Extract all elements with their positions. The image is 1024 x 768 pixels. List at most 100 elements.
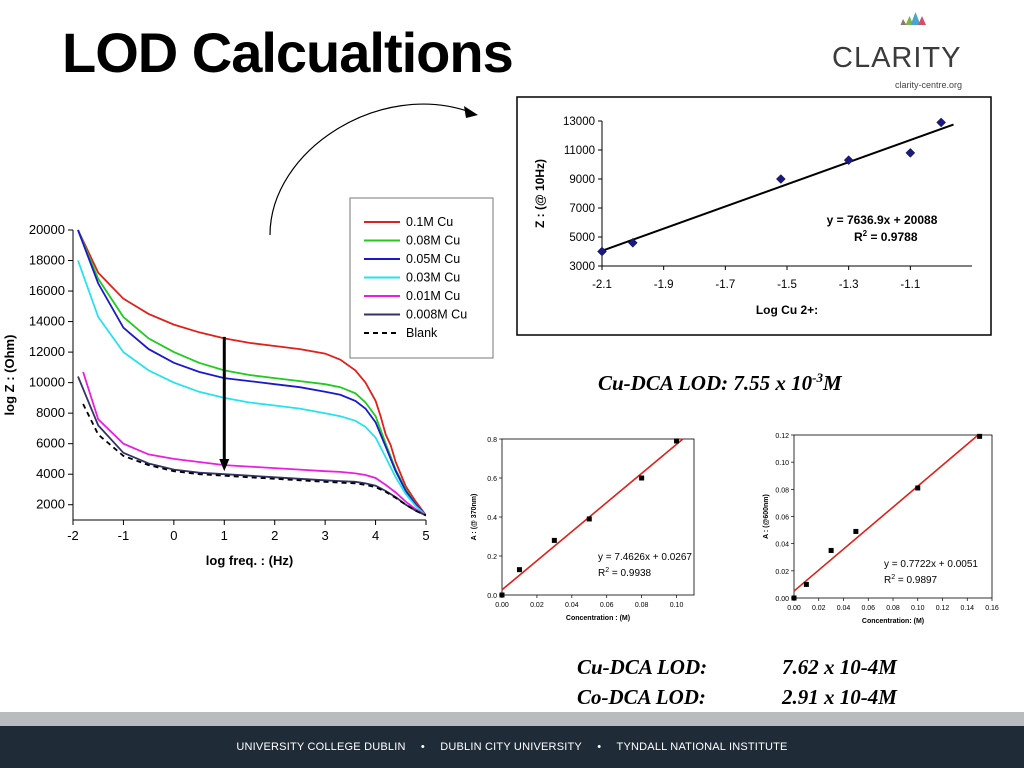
y-axis-title: A : (@ 370nm) (471, 494, 478, 541)
x-tick-label: 0.00 (495, 602, 509, 609)
slide-title: LOD Calcualtions (62, 21, 514, 84)
y-tick-label: 4000 (36, 466, 65, 481)
chart-frame (516, 96, 992, 336)
data-point (843, 155, 854, 166)
equation-label: y = 7.4626x + 0.0267 (598, 552, 692, 563)
y-axis-title: A : (@600nm) (763, 494, 770, 539)
co-dca-lod-row: Co-DCA LOD: (577, 685, 706, 710)
data-point (915, 485, 921, 491)
y-tick-label: 0.4 (487, 515, 497, 522)
x-tick-label: -1.9 (654, 279, 674, 291)
y-tick-label: 0.6 (487, 476, 497, 483)
y-tick-label: 12000 (29, 344, 65, 359)
trendline (793, 434, 979, 592)
x-tick-label: 0.08 (886, 605, 900, 612)
x-tick-label: 0.14 (960, 605, 974, 612)
x-tick-label: -1.3 (839, 279, 859, 291)
y-tick-label: 9000 (569, 174, 595, 186)
y-tick-label: 8000 (36, 405, 65, 420)
data-point (936, 117, 947, 128)
cu-lod-label: Cu-DCA LOD: (577, 655, 708, 679)
r2-label: R2 = 0.9897 (884, 574, 938, 586)
x-tick-label: -1.7 (715, 279, 735, 291)
x-tick-label: 0 (170, 528, 177, 543)
data-point (586, 516, 592, 522)
legend-label-4: 0.01M Cu (406, 289, 460, 303)
trend-arrowhead (219, 458, 230, 472)
data-point (803, 581, 809, 587)
r2-letter: R (598, 568, 605, 579)
x-tick-label: 2 (271, 528, 278, 543)
equation-label: y = 7636.9x + 20088 (827, 213, 938, 227)
y-axis-title: Z : (@ 10Hz) (533, 159, 547, 228)
x-tick-label: 0.06 (600, 602, 614, 609)
co-dca-lod-value: 2.91 x 10-4M (782, 685, 897, 710)
y-tick-label: 0.02 (775, 569, 789, 576)
y-tick-label: 0.12 (775, 433, 789, 440)
data-point (828, 547, 834, 553)
x-tick-label: 1 (221, 528, 228, 543)
legend-label-3: 0.03M Cu (406, 271, 460, 285)
y-tick-label: 0.00 (775, 596, 789, 603)
x-tick-label: 0.10 (670, 602, 684, 609)
x-tick-label: 0.06 (861, 605, 875, 612)
y-tick-label: 11000 (564, 145, 595, 157)
data-point (791, 595, 797, 601)
r2-letter: R (884, 575, 891, 586)
logo-url: clarity-centre.org (895, 80, 963, 90)
cu-dca-lod-value: 7.62 x 10-4M (782, 655, 897, 680)
r2-superscript: 2 (605, 567, 609, 574)
data-point (627, 237, 638, 248)
series-line-4 (82, 371, 426, 517)
cu-lod-value: 7.62 x 10-4M (782, 655, 897, 679)
equation-label: y = 0.7722x + 0.0051 (884, 559, 978, 570)
trendline (501, 438, 684, 591)
x-tick-label: -2 (67, 528, 79, 543)
data-point (597, 246, 607, 257)
x-tick-label: 0.16 (985, 605, 999, 612)
curved-arrow-icon (269, 103, 478, 236)
y-tick-label: 7000 (569, 203, 595, 215)
lod-main-prefix: Cu-DCA LOD: 7.55 x 10 (598, 371, 813, 395)
footer-separator: • (597, 741, 602, 753)
series-line-0 (77, 229, 426, 516)
r2-letter: R (854, 230, 863, 244)
lod-main-suffix: M (822, 371, 842, 395)
y-tick-label: 20000 (29, 222, 65, 237)
x-tick-label: 0.10 (911, 605, 925, 612)
legend-box (349, 197, 494, 359)
y-tick-label: 0.8 (487, 437, 497, 444)
r2-label: R2 = 0.9938 (598, 567, 652, 579)
co-lod-value: 2.91 x 10-4M (782, 685, 897, 709)
x-axis-title: Log Cu 2+: (756, 303, 818, 317)
data-point (639, 475, 645, 481)
y-tick-label: 18000 (29, 253, 65, 268)
footer-item-tyndall: TYNDALL NATIONAL INSTITUTE (616, 741, 788, 753)
y-tick-label: 0.06 (775, 515, 789, 522)
x-tick-label: 0.04 (837, 605, 851, 612)
x-tick-label: 0.04 (565, 602, 579, 609)
calibration-z-chart: 3000 5000 7000 9000 11000 13000 -2.1 -1.9 -1.7 -1… (516, 96, 992, 336)
series-line-3 (77, 260, 426, 517)
impedance-chart: 2000 4000 6000 8000 10000 12000 14000 16000 1800… (2, 197, 494, 568)
r2-value: = 0.9897 (895, 575, 937, 586)
y-tick-label: 5000 (569, 232, 595, 244)
y-tick-label: 10000 (29, 375, 65, 390)
y-tick-label: 16000 (29, 283, 65, 298)
footer-item-ucd: UNIVERSITY COLLEGE DUBLIN (236, 741, 406, 753)
x-tick-label: 0.02 (812, 605, 826, 612)
x-axis-title: Concentration : (M) (566, 615, 630, 622)
legend-label-2: 0.05M Cu (406, 252, 460, 266)
x-tick-label: 3 (322, 528, 329, 543)
y-tick-label: 13000 (563, 116, 595, 128)
y-axis-title: log Z : (Ohm) (2, 335, 17, 416)
x-tick-label: 5 (422, 528, 429, 543)
y-tick-label: 0.10 (775, 460, 789, 467)
legend-label-0: 0.1M Cu (406, 215, 453, 229)
y-tick-label: 0.2 (487, 554, 497, 561)
y-tick-label: 0.08 (775, 487, 789, 494)
data-point (551, 537, 557, 543)
footer-strip (0, 712, 1024, 726)
x-tick-label: 0.02 (530, 602, 544, 609)
x-tick-label: 0.08 (635, 602, 649, 609)
